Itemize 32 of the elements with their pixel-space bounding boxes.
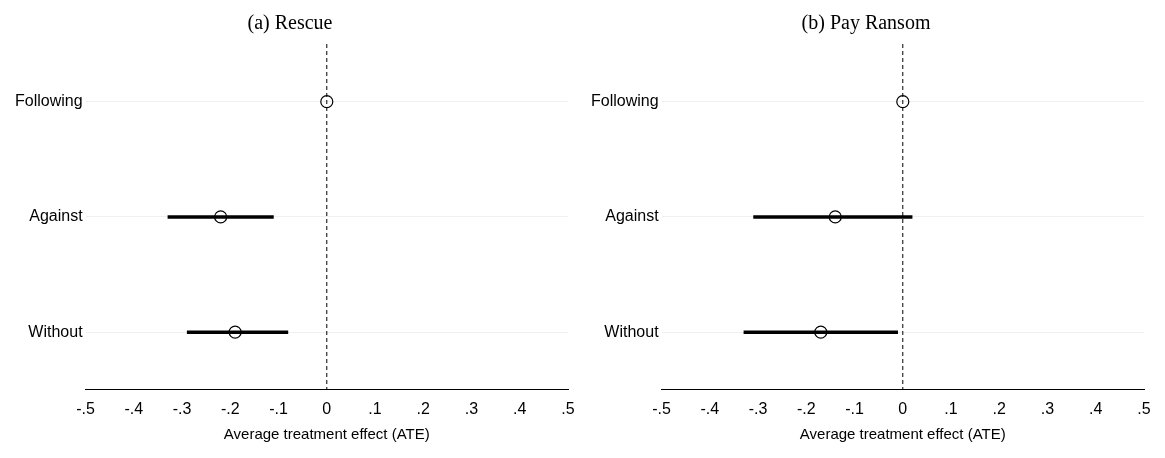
chart-title: (b) Pay Ransom	[801, 11, 931, 35]
x-tick-label: .5	[1137, 399, 1151, 417]
x-tick-label: .2	[992, 399, 1007, 417]
x-tick-label: -.2	[796, 399, 816, 417]
x-axis-title: Average treatment effect (ATE)	[799, 425, 1006, 443]
x-tick-label: 0	[322, 399, 332, 417]
y-tick-label: Without	[604, 322, 660, 340]
x-tick-label: -.5	[76, 399, 96, 417]
x-tick-label: .2	[416, 399, 431, 417]
x-tick-label: .4	[1089, 399, 1103, 417]
x-tick-label: -.1	[845, 399, 864, 417]
x-tick-label: .5	[561, 399, 575, 417]
x-tick-label: 0	[898, 399, 908, 417]
x-tick-label: .3	[1040, 399, 1055, 417]
x-tick-label: -.3	[172, 399, 192, 417]
y-tick-label: Against	[605, 207, 660, 225]
y-tick-label: Without	[28, 322, 84, 340]
y-tick-label: Following	[590, 92, 659, 110]
chart-title: (a) Rescue	[247, 11, 333, 35]
x-tick-label: -.4	[700, 399, 720, 417]
x-tick-label: .1	[368, 399, 382, 417]
y-tick-label: Against	[29, 207, 84, 225]
x-tick-label: -.3	[748, 399, 768, 417]
x-tick-label: .4	[513, 399, 527, 417]
x-tick-label: .3	[464, 399, 479, 417]
x-tick-label: -.2	[220, 399, 240, 417]
x-axis-title: Average treatment effect (ATE)	[223, 425, 430, 443]
y-tick-label: Following	[14, 92, 83, 110]
x-tick-label: .1	[944, 399, 958, 417]
x-tick-label: -.5	[652, 399, 672, 417]
x-tick-label: -.1	[269, 399, 288, 417]
x-tick-label: -.4	[124, 399, 144, 417]
